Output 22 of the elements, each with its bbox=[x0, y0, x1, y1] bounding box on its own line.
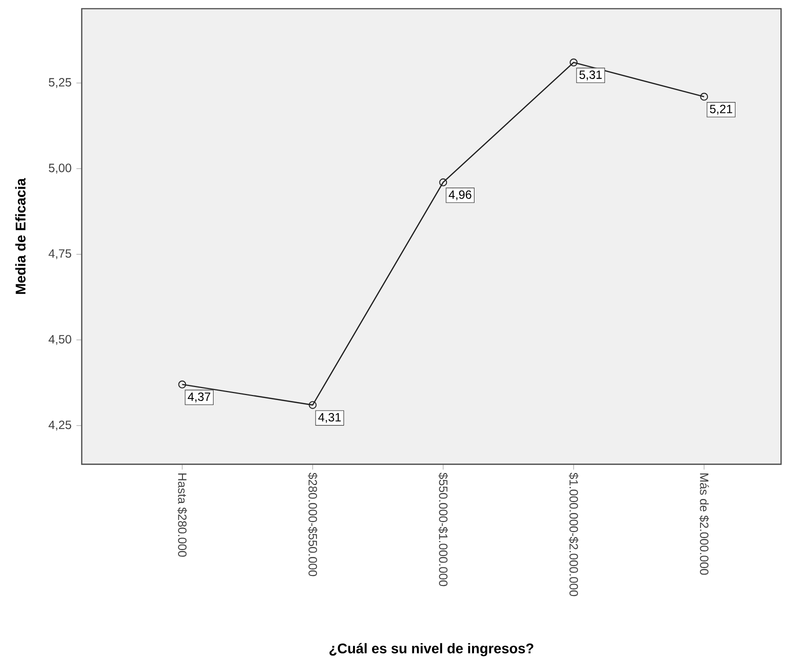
point bbox=[439, 178, 448, 186]
point bbox=[178, 380, 186, 388]
y-tick-label: 5,00 bbox=[48, 164, 72, 174]
x-tick-label: $280.000-$550.000 bbox=[308, 472, 318, 576]
y-tick-label: 5,25 bbox=[48, 78, 72, 88]
data-label: 5,31 bbox=[579, 70, 602, 80]
y-tick-label: 4,50 bbox=[48, 334, 72, 345]
x-tick-label: $1.000.000-$2.000.000 bbox=[568, 472, 578, 596]
x-tick-label: Más de $2.000.000 bbox=[699, 474, 709, 575]
point bbox=[308, 401, 317, 409]
data-label: 4,37 bbox=[188, 392, 210, 402]
y-axis-title: Media de Eficacia bbox=[15, 178, 26, 294]
x-axis-title: ¿Cuál es su nivel de ingresos? bbox=[329, 642, 534, 656]
point bbox=[700, 92, 708, 101]
data-label: 5,21 bbox=[710, 104, 732, 115]
data-label: 4,31 bbox=[318, 413, 341, 423]
point bbox=[570, 58, 578, 66]
x-tick-label: Hasta $280.000 bbox=[177, 474, 188, 557]
y-tick-label: 4,75 bbox=[48, 249, 72, 260]
data-label: 4,96 bbox=[448, 190, 472, 200]
x-tick-label: $550.000-$1.000.000 bbox=[438, 472, 448, 586]
y-tick-label: 4,25 bbox=[48, 420, 72, 431]
